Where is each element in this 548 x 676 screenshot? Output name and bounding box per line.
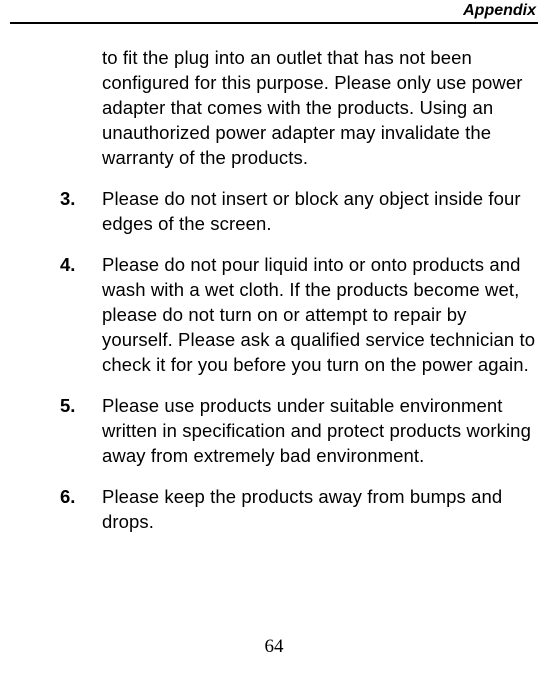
item-number: 3. [60,187,102,237]
item-number: 4. [60,253,102,378]
list-item: 3. Please do not insert or block any obj… [60,187,540,237]
item-text: Please use products under suitable envir… [102,394,540,469]
item-number: 5. [60,394,102,469]
item-text: Please keep the products away from bumps… [102,485,540,535]
content-area: to fit the plug into an outlet that has … [0,24,548,534]
list-item: 6. Please keep the products away from bu… [60,485,540,535]
list-item: 5. Please use products under suitable en… [60,394,540,469]
page-number: 64 [0,636,548,658]
list-item: 4. Please do not pour liquid into or ont… [60,253,540,378]
continuation-text: to fit the plug into an outlet that has … [60,46,540,171]
item-text: Please do not pour liquid into or onto p… [102,253,540,378]
header-title: Appendix [463,2,536,19]
page-header: Appendix [0,0,548,20]
item-number: 6. [60,485,102,535]
item-text: Please do not insert or block any object… [102,187,540,237]
